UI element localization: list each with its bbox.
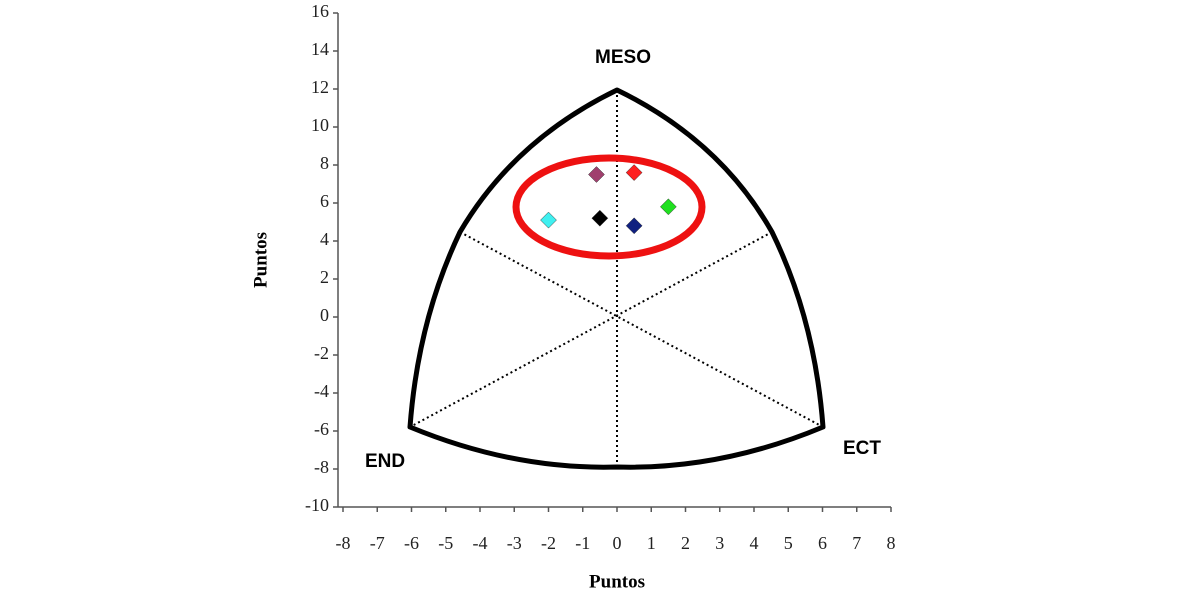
x-tick-label: -1 <box>575 533 590 553</box>
somatochart-outline <box>407 87 826 470</box>
y-axis-label: Puntos <box>250 232 271 288</box>
highlight-ellipse <box>512 154 706 260</box>
point <box>540 211 557 229</box>
y-tick-label: -8 <box>314 457 329 477</box>
x-tick-label: -3 <box>507 533 522 553</box>
y-tick-label: -2 <box>314 343 329 363</box>
divider-lines <box>409 90 824 467</box>
annotation: ECT <box>843 438 881 459</box>
x-tick-label: 6 <box>818 533 827 553</box>
x-tick-label: 4 <box>750 533 759 553</box>
y-tick-label: 14 <box>311 39 329 59</box>
point <box>625 217 643 235</box>
annotation: MESO <box>595 47 651 68</box>
y-tick-label: 2 <box>320 267 329 287</box>
y-tick-label: -4 <box>314 381 329 401</box>
point <box>625 164 643 181</box>
x-tick-label: 5 <box>784 533 793 553</box>
x-axis-label: Puntos <box>589 571 645 592</box>
annotation: END <box>365 451 405 472</box>
y-tick-label: -6 <box>314 419 329 439</box>
y-tick-label: -10 <box>305 495 329 515</box>
y-tick-label: 8 <box>320 153 329 173</box>
x-tick-label: 1 <box>647 533 656 553</box>
divider <box>459 231 824 428</box>
point <box>660 198 677 216</box>
x-tick-label: 7 <box>852 533 861 553</box>
x-tick-label: 2 <box>681 533 690 553</box>
y-tick-label: 10 <box>311 115 329 135</box>
x-tick-label: -6 <box>404 533 419 553</box>
point <box>588 166 605 183</box>
x-tick-label: 8 <box>887 533 896 553</box>
x-tick-label: -2 <box>541 533 556 553</box>
divider <box>409 231 773 428</box>
y-tick-label: 12 <box>311 77 329 97</box>
y-tick-label: 4 <box>320 229 329 249</box>
point <box>591 209 609 227</box>
y-tick-label: 16 <box>311 1 329 21</box>
x-tick-label: -5 <box>438 533 453 553</box>
x-tick-label: -8 <box>336 533 351 553</box>
y-tick-label: 0 <box>320 305 329 325</box>
y-tick-label: 6 <box>320 191 329 211</box>
x-tick-label: -4 <box>473 533 488 553</box>
x-tick-label: 3 <box>715 533 724 553</box>
x-tick-label: -7 <box>370 533 385 553</box>
x-tick-label: 0 <box>613 533 622 553</box>
